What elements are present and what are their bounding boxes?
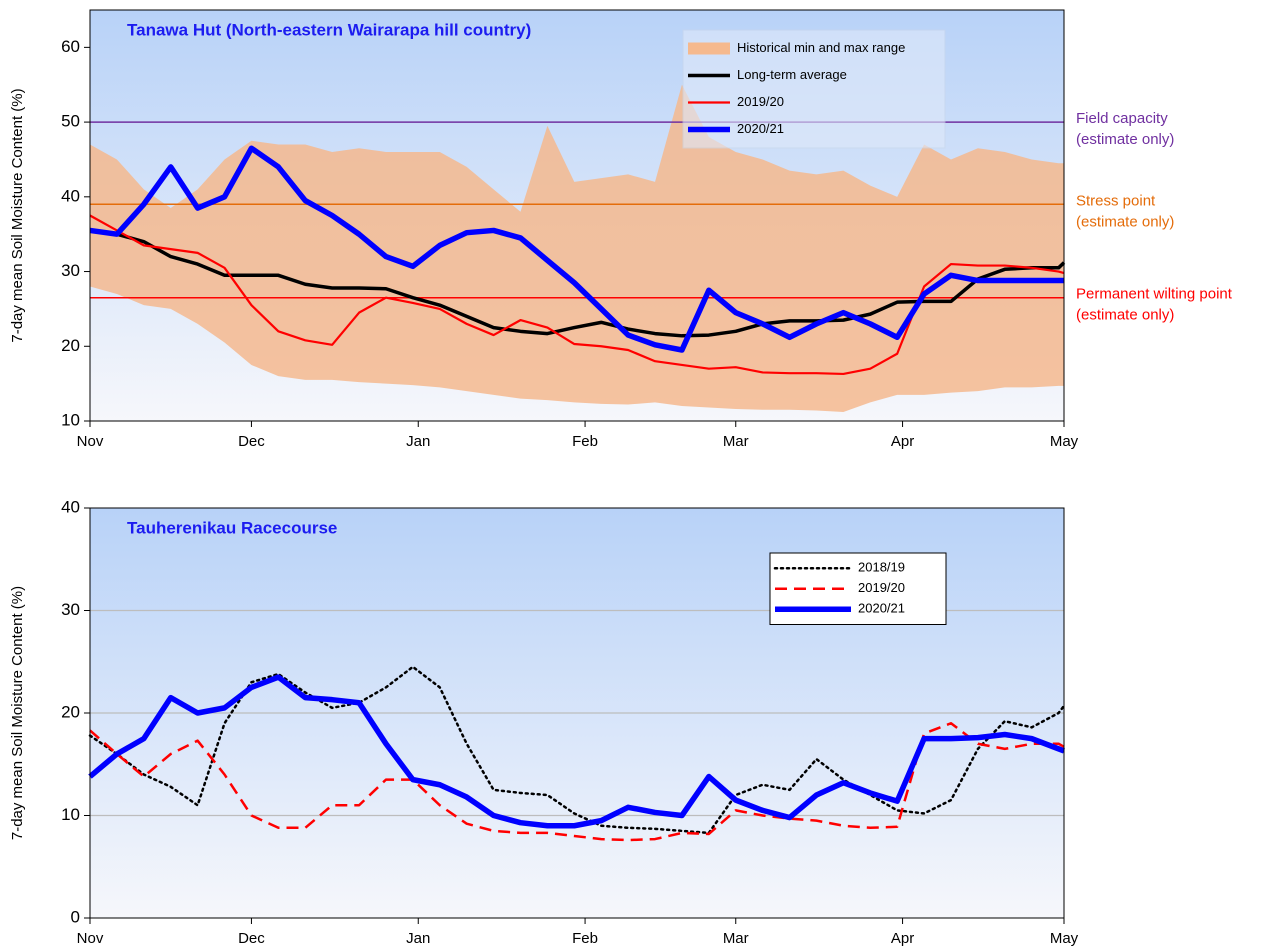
y-axis-label: 7-day mean Soil Moisture Content (%) xyxy=(9,88,26,342)
y-tick-label: 0 xyxy=(71,907,80,926)
legend-label: Historical min and max range xyxy=(737,40,905,55)
reference-label: Permanent wilting point xyxy=(1076,286,1233,303)
legend-label: Long-term average xyxy=(737,67,847,82)
plot-frame xyxy=(89,9,1065,422)
x-tick-label: May xyxy=(1050,433,1079,450)
x-tick-label: Nov xyxy=(77,930,104,947)
x-tick-label: Apr xyxy=(891,930,914,947)
reference-sublabel: (estimate only) xyxy=(1076,131,1174,148)
reference-sublabel: (estimate only) xyxy=(1076,213,1174,230)
legend: Historical min and max range Long-term av… xyxy=(682,29,946,149)
chart-title: Tauherenikau Racecourse xyxy=(127,518,337,537)
reference-label: Stress point xyxy=(1076,192,1156,209)
series-line xyxy=(88,665,1066,835)
series-line xyxy=(88,674,1065,829)
y-tick-label: 40 xyxy=(61,497,80,516)
x-tick-label: Nov xyxy=(77,433,104,450)
x-tick-label: Mar xyxy=(723,433,749,450)
y-tick-label: 40 xyxy=(61,186,80,205)
x-tick-label: Feb xyxy=(572,433,598,450)
chart-title: Tanawa Hut (North-eastern Wairarapa hill… xyxy=(127,20,531,39)
series-line xyxy=(89,145,1064,353)
legend: 2018/19 2019/20 2020/21 xyxy=(769,552,947,625)
y-axis-label: 7-day mean Soil Moisture Content (%) xyxy=(9,586,26,840)
range-band xyxy=(90,84,1064,413)
y-tick-label: 60 xyxy=(61,37,80,56)
legend-label: 2019/20 xyxy=(737,94,784,109)
x-tick-label: Jan xyxy=(406,930,430,947)
y-tick-label: 50 xyxy=(61,112,80,131)
series-line xyxy=(89,722,1065,842)
legend-swatch xyxy=(688,42,730,55)
x-tick-label: Mar xyxy=(723,930,749,947)
y-tick-label: 30 xyxy=(61,261,80,280)
legend-label: 2020/21 xyxy=(737,121,784,136)
x-tick-label: Dec xyxy=(238,930,265,947)
x-tick-label: Feb xyxy=(572,930,598,947)
y-tick-label: 20 xyxy=(61,336,80,355)
reference-sublabel: (estimate only) xyxy=(1076,307,1174,324)
x-tick-label: Jan xyxy=(406,433,430,450)
y-tick-label: 10 xyxy=(61,805,80,824)
x-tick-label: Dec xyxy=(238,433,265,450)
legend-label: 2018/19 xyxy=(858,560,905,575)
y-tick-label: 20 xyxy=(61,702,80,721)
legend-label: 2020/21 xyxy=(858,601,905,616)
y-tick-label: 10 xyxy=(61,410,80,429)
x-tick-label: May xyxy=(1050,930,1079,947)
legend-label: 2019/20 xyxy=(858,580,905,595)
y-tick-label: 30 xyxy=(61,600,80,619)
reference-label: Field capacity xyxy=(1076,110,1168,127)
x-tick-label: Apr xyxy=(891,433,914,450)
